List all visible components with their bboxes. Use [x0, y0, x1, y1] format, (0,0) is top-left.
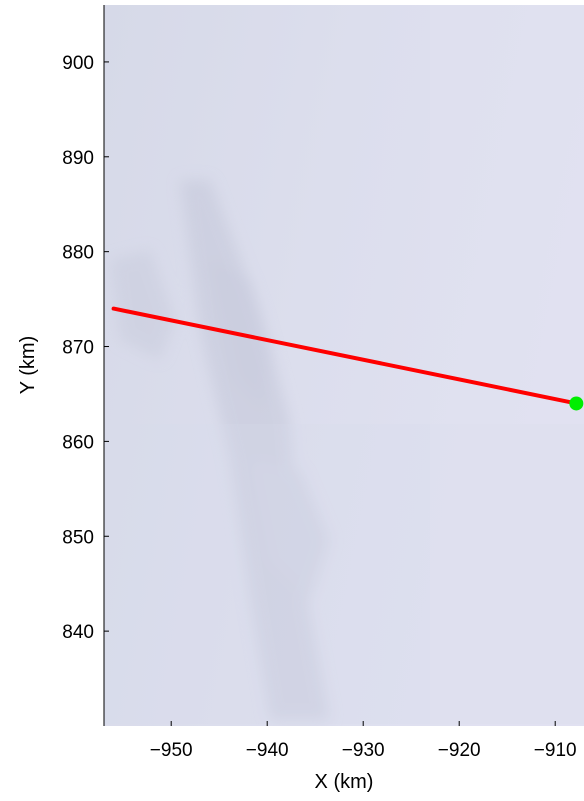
satellite-image [104, 5, 584, 726]
series-layer [111, 306, 584, 411]
series-line [111, 306, 579, 406]
x-tick-label: −950 [150, 740, 193, 761]
y-tick-label: 840 [62, 622, 94, 643]
y-tick-label: 890 [62, 148, 94, 169]
y-axis: 840 850 860 870 880 890 900 [62, 53, 109, 643]
x-tick-label: −920 [438, 740, 481, 761]
endpoint-marker [569, 396, 584, 411]
x-tick-label: −930 [342, 740, 385, 761]
x-tick-label: −940 [246, 740, 289, 761]
y-tick-label: 880 [62, 243, 94, 264]
x-axis: −950 −940 −930 −920 −910 [150, 721, 577, 761]
y-tick-label: 870 [62, 338, 94, 359]
y-tick-label: 860 [62, 432, 94, 453]
x-axis-label: X (km) [315, 771, 374, 793]
y-axis-label: Y (km) [17, 336, 39, 395]
y-tick-label: 900 [62, 53, 94, 74]
x-tick-label: −910 [534, 740, 577, 761]
y-tick-label: 850 [62, 527, 94, 548]
